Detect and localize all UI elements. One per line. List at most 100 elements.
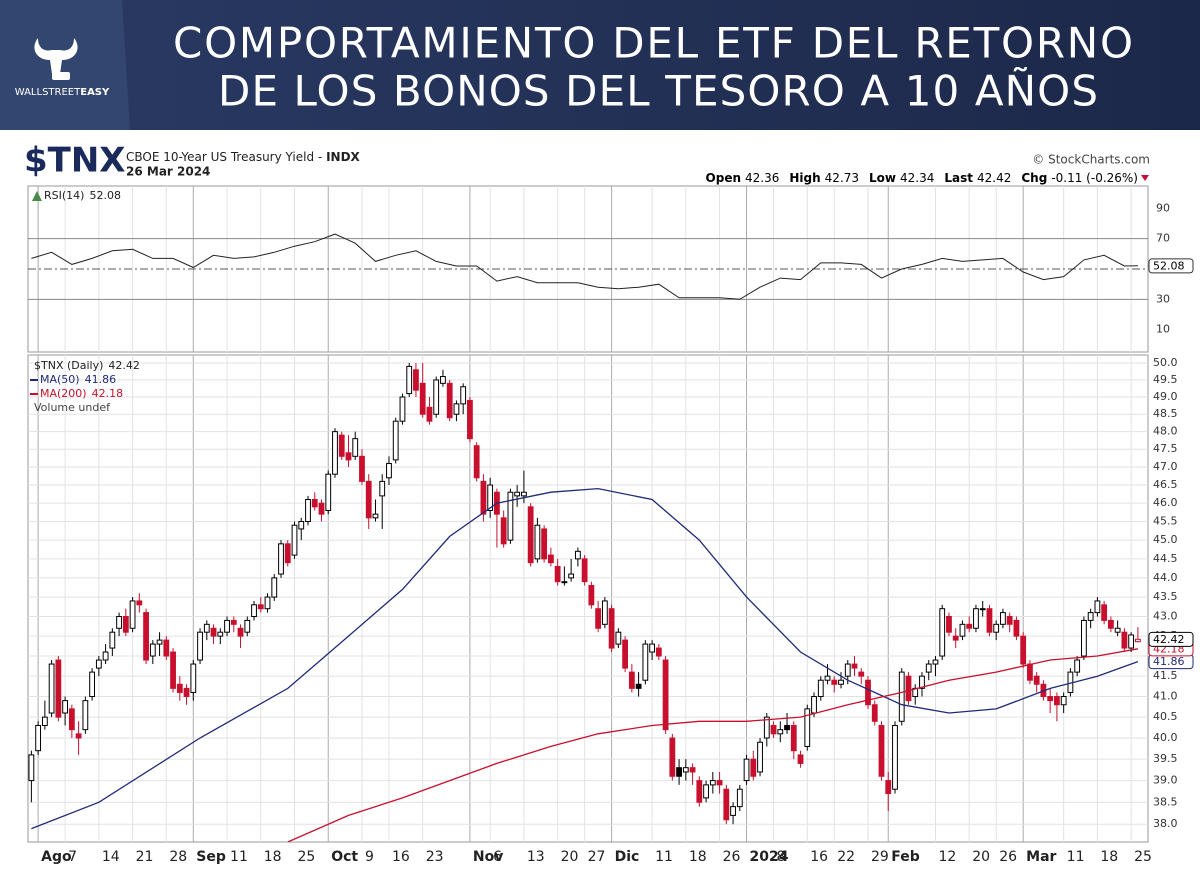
logo-panel	[0, 0, 130, 130]
legend-entry: MA(200) 42.18	[40, 387, 123, 400]
candle-body	[716, 780, 723, 786]
candle-body	[730, 806, 736, 816]
candle-body	[858, 671, 865, 677]
candle-body	[473, 445, 480, 479]
candle-body	[446, 382, 453, 419]
candle-body	[35, 724, 42, 752]
y-tick-label: 39.5	[1153, 752, 1178, 765]
candle-body	[392, 420, 399, 461]
banner	[0, 0, 1200, 130]
candle-body	[379, 480, 386, 497]
candle-body	[615, 631, 622, 645]
candle-body	[757, 741, 763, 773]
candle-body	[183, 687, 190, 698]
candle-body	[419, 382, 426, 415]
quote-value: -0.11 (-0.26%)	[1051, 171, 1138, 185]
candle-body	[163, 639, 170, 657]
candle-body	[82, 700, 89, 731]
y-tick-label: 90	[1156, 201, 1170, 214]
series-value-tag: 41.86	[1153, 655, 1185, 668]
x-tick-label: Nov	[473, 849, 503, 865]
candle-body	[176, 683, 183, 693]
y-tick-label: 44.0	[1153, 571, 1178, 584]
y-tick-label: 70	[1156, 232, 1170, 245]
x-tick-label: 27	[588, 849, 606, 865]
candle-body	[952, 635, 959, 641]
candle-body	[662, 659, 669, 731]
y-tick-label: 38.5	[1153, 795, 1178, 808]
candle-body	[143, 612, 149, 661]
candle-body	[649, 643, 655, 653]
rsi	[31, 233, 1138, 300]
candle-body	[426, 406, 433, 422]
candle-body	[399, 396, 406, 422]
candle-body	[838, 679, 844, 685]
candle-body	[271, 577, 278, 598]
candle-body	[1000, 612, 1006, 625]
x-tick-label: 26	[723, 849, 741, 865]
legend-entry: MA(50) 41.86	[40, 373, 116, 386]
quote-label: Last	[944, 171, 973, 185]
x-tick-label: 25	[1134, 849, 1152, 865]
candle-body	[433, 379, 440, 415]
change-arrow	[1141, 175, 1149, 181]
candle-body	[770, 724, 777, 735]
y-tick-label: 30	[1156, 292, 1170, 305]
date: 26 Mar 2024	[126, 165, 210, 179]
brand-suffix: EASY	[80, 87, 110, 98]
candle-body	[1074, 659, 1081, 673]
source: © StockCharts.com	[1032, 153, 1150, 167]
legend-entry: RSI(14) 52.08	[44, 189, 121, 202]
candle-body	[844, 663, 851, 677]
candle-body	[136, 600, 143, 606]
candle-body	[244, 619, 251, 633]
candle-body	[467, 399, 473, 440]
legend-name: RSI(14)	[44, 189, 84, 202]
candle-body	[365, 480, 372, 519]
candle-body	[102, 651, 109, 661]
legend-value: 42.18	[92, 387, 124, 400]
y-tick-label: 46.0	[1153, 496, 1178, 509]
candle-body	[541, 528, 548, 560]
candle-body	[790, 724, 797, 752]
x-tick-label: 23	[426, 849, 444, 865]
quote-label: Open	[706, 171, 741, 185]
candle-body	[973, 608, 979, 629]
candle-body	[601, 600, 608, 625]
candle-body	[608, 608, 615, 649]
candle-body	[460, 386, 467, 405]
y-tick-label: 40.5	[1153, 710, 1178, 723]
candle-body	[284, 543, 291, 564]
candle-body	[62, 700, 69, 714]
legend-entry: Volume undef	[34, 401, 111, 414]
candle-body	[709, 780, 716, 786]
legend-value: 52.08	[89, 189, 121, 202]
x-tick-label: 16	[392, 849, 410, 865]
candle-body	[264, 596, 271, 610]
candle-body	[784, 724, 790, 731]
quote-label: Low	[869, 171, 896, 185]
x-tick-label: 14	[102, 849, 120, 865]
candle-body	[946, 615, 952, 633]
x-tick-label: 2024	[750, 849, 789, 865]
legend-name: $TNX (Daily)	[34, 359, 103, 372]
x-tick-label: 22	[837, 849, 855, 865]
candle-body	[413, 369, 419, 391]
x-tick-label: 6	[493, 849, 502, 865]
candle-body	[588, 585, 595, 606]
rsi-value-box	[1148, 258, 1194, 274]
x-tick-label: 18	[1100, 849, 1118, 865]
candle-body	[325, 473, 332, 511]
candle-body	[676, 767, 682, 777]
x-tick-label: 9	[365, 849, 374, 865]
candle-body	[898, 671, 905, 722]
candle-body	[797, 754, 804, 764]
title-line: COMPORTAMIENTO DEL ETF DEL RETORNO	[173, 19, 1133, 68]
candle-body	[1094, 600, 1101, 614]
y-tick-label: 39.0	[1153, 774, 1178, 787]
candle-body	[48, 663, 55, 714]
rsi-line	[31, 233, 1138, 300]
candle-body	[156, 639, 163, 645]
